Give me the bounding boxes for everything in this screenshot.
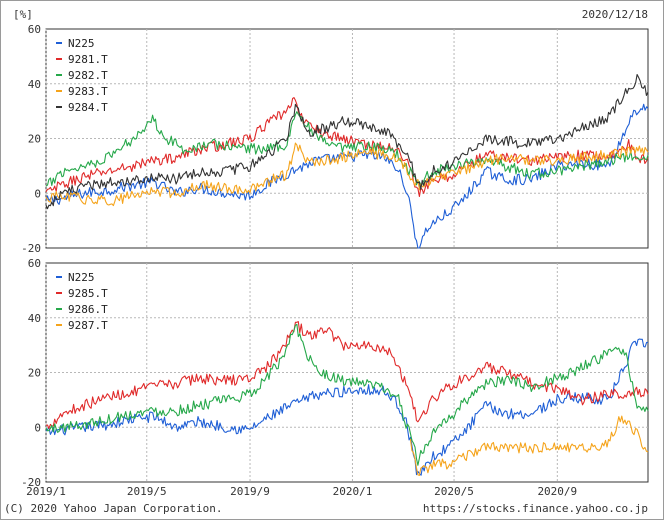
legend-label: N225 — [68, 37, 95, 50]
series-line-9286-t — [45, 323, 649, 466]
series-line-9284-t — [45, 73, 649, 210]
series-line-9282-t — [45, 111, 649, 187]
y-tick-label: -20 — [21, 242, 41, 255]
y-tick-label: 0 — [34, 421, 41, 434]
y-tick-label: 60 — [28, 257, 41, 270]
y-tick-label: 0 — [34, 187, 41, 200]
legend-label: 9287.T — [68, 319, 108, 332]
copyright-text: (C) 2020 Yahoo Japan Corporation. — [4, 502, 223, 515]
legend-label: 9284.T — [68, 101, 108, 114]
legend-label: 9285.T — [68, 287, 108, 300]
x-tick-label: 2020/1 — [333, 485, 373, 498]
y-tick-label: 20 — [28, 133, 41, 146]
source-url-link[interactable]: https://stocks.finance.yahoo.co.jp — [423, 502, 648, 515]
legend-label: 9282.T — [68, 69, 108, 82]
y-tick-label: 40 — [28, 312, 41, 325]
y-tick-label: 60 — [28, 23, 41, 36]
y-tick-label: 40 — [28, 78, 41, 91]
legend-label: 9281.T — [68, 53, 108, 66]
date-label: 2020/12/18 — [582, 8, 648, 21]
bottom-chart-panel: -20 0 20 40 60 N225 9285.T 9286.T 9287.T — [21, 257, 649, 489]
x-tick-label: 2019/5 — [127, 485, 167, 498]
series-line-9281-t — [45, 97, 649, 198]
y-tick-label: -20 — [21, 476, 41, 489]
series-line-n225 — [45, 103, 649, 249]
legend-label: 9283.T — [68, 85, 108, 98]
x-tick-label: 2019/1 — [26, 485, 66, 498]
legend-label: N225 — [68, 271, 95, 284]
x-tick-label: 2019/9 — [230, 485, 270, 498]
y-tick-label: 20 — [28, 367, 41, 380]
x-tick-label: 2020/9 — [537, 485, 577, 498]
series-line-9287-t — [409, 415, 649, 476]
series-line-n225 — [45, 338, 648, 476]
top-chart-panel: -20 0 20 40 60 N225 9281.T 9282.T 9283.T 9284.T — [21, 23, 649, 255]
x-tick-label: 2020/5 — [434, 485, 474, 498]
unit-label: [%] — [13, 8, 33, 21]
series-line-9283-t — [45, 142, 649, 207]
legend-label: 9286.T — [68, 303, 108, 316]
